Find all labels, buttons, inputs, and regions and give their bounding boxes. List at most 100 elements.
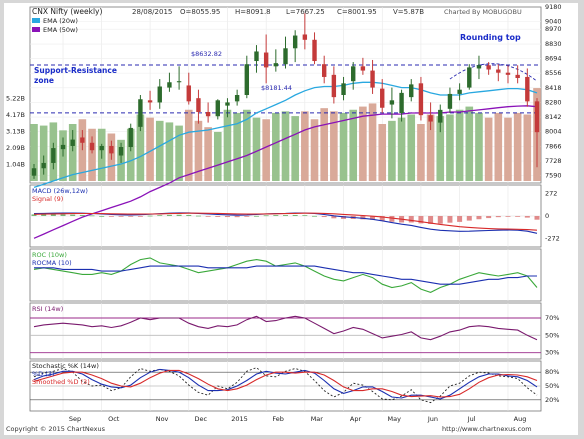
volume-tick-label: 5.22B xyxy=(6,94,25,102)
macd-histogram-bar xyxy=(283,215,288,216)
volume-bar xyxy=(475,112,483,181)
candle-body xyxy=(312,39,317,62)
rocma-title: ROCMA (10) xyxy=(32,259,72,267)
price-tick-label: 8142 xyxy=(545,113,562,121)
rsi-tick-label: 70% xyxy=(545,314,559,322)
header-open: O=8055.95 xyxy=(180,8,220,16)
header-volume: V=5.87B xyxy=(393,8,424,16)
candle-body xyxy=(496,69,501,73)
candle-body xyxy=(41,162,46,169)
stoch-tick-label: 20% xyxy=(545,396,559,404)
header-low: L=7667.25 xyxy=(286,8,325,16)
support-label: $8181.44 xyxy=(261,84,292,92)
macd-histogram-bar xyxy=(186,214,192,216)
macd-histogram-bar xyxy=(524,216,530,218)
macd-histogram-bar xyxy=(321,216,327,218)
macd-histogram-bar xyxy=(273,215,279,216)
volume-bar xyxy=(504,117,512,181)
price-tick-label: 8830 xyxy=(545,40,562,48)
price-tick-label: 8004 xyxy=(545,128,562,136)
resistance-label: $8632.82 xyxy=(191,50,222,58)
volume-bar xyxy=(330,111,338,181)
volume-bar xyxy=(155,120,164,181)
price-tick-label: 8694 xyxy=(545,54,562,62)
annotation-sr-zone-line2: zone xyxy=(34,76,54,85)
volume-bar xyxy=(68,124,77,181)
candle-body xyxy=(438,109,443,123)
candle-body xyxy=(167,82,172,88)
macd-histogram-bar xyxy=(341,216,347,219)
candle-body xyxy=(331,74,337,98)
volume-bar xyxy=(301,111,309,181)
candle-body xyxy=(283,48,288,65)
x-tick-label: May xyxy=(388,415,402,423)
volume-bar xyxy=(39,125,48,181)
annotation-sr-zone-line1: Support-Resistance xyxy=(34,66,117,75)
candle-body xyxy=(157,86,162,103)
volume-bar xyxy=(455,109,464,181)
x-tick-label: Jun xyxy=(427,415,438,423)
candle-body xyxy=(467,67,472,88)
stoch-k-title: Stochastic %K (14w) xyxy=(32,362,99,370)
volume-bar xyxy=(436,116,445,181)
macd-histogram-bar xyxy=(515,216,521,217)
volume-bar xyxy=(417,124,425,181)
candle-body xyxy=(128,127,133,148)
candle-body xyxy=(225,102,230,106)
candle-body xyxy=(428,115,433,122)
macd-histogram-bar xyxy=(157,215,163,216)
roc-title: ROC (10w) xyxy=(32,251,67,259)
macd-histogram-bar xyxy=(263,215,269,217)
price-tick-label: 9040 xyxy=(545,18,562,26)
x-tick-label: 2015 xyxy=(231,415,248,423)
macd-histogram-bar xyxy=(505,216,511,217)
macd-histogram-bar xyxy=(234,216,240,218)
footer-copyright: Copyright © 2015 ChartNexus xyxy=(6,425,106,433)
candle-body xyxy=(263,52,269,68)
price-tick-label: 8556 xyxy=(545,69,562,77)
volume-bar xyxy=(233,112,241,181)
volume-bar xyxy=(523,114,532,181)
candle-body xyxy=(476,65,482,69)
macd-histogram-bar xyxy=(244,216,250,217)
volume-bar xyxy=(126,128,135,181)
price-tick-label: 8280 xyxy=(545,98,562,106)
x-tick-label: Jul xyxy=(467,415,476,423)
candlesticks xyxy=(31,13,540,179)
macd-title: MACD (26w,12w) xyxy=(32,187,88,195)
volume-bar xyxy=(446,114,454,181)
macd-histogram-bar xyxy=(176,214,182,216)
macd-histogram-bar xyxy=(457,216,463,222)
candle-body xyxy=(292,35,298,49)
candle-body xyxy=(457,89,462,94)
macd-histogram-bar xyxy=(195,215,201,217)
volume-bar xyxy=(426,114,435,181)
macd-histogram-bar xyxy=(79,214,85,216)
volume-bar xyxy=(349,109,358,181)
price-tick-label: 9180 xyxy=(545,3,562,11)
macd-tick-label: 0 xyxy=(545,212,549,220)
volume-bar xyxy=(368,103,377,181)
price-tick-label: 7866 xyxy=(545,142,562,150)
rsi-title: RSI (14w) xyxy=(32,305,63,313)
volume-bar xyxy=(281,111,290,181)
macd-histogram-bar xyxy=(118,216,124,217)
roc-panel xyxy=(29,248,542,302)
candle-body xyxy=(360,66,366,71)
volume-bar xyxy=(359,106,367,181)
candle-body xyxy=(51,148,56,163)
candle-body xyxy=(138,99,143,127)
candle-body xyxy=(370,70,375,88)
rounding-top-arc xyxy=(449,63,538,82)
stoch-tick-label: 80% xyxy=(545,368,559,376)
candle-body xyxy=(254,51,259,62)
volume-bar xyxy=(320,108,328,181)
volume-bar xyxy=(136,114,145,181)
roc-line xyxy=(33,257,538,293)
candle-body xyxy=(80,137,85,143)
volume-bar xyxy=(484,117,493,181)
volume-bar xyxy=(194,120,203,181)
volume-bar xyxy=(465,106,474,181)
macd-histogram-bar xyxy=(205,216,211,217)
macd-histogram-bar xyxy=(476,216,482,220)
